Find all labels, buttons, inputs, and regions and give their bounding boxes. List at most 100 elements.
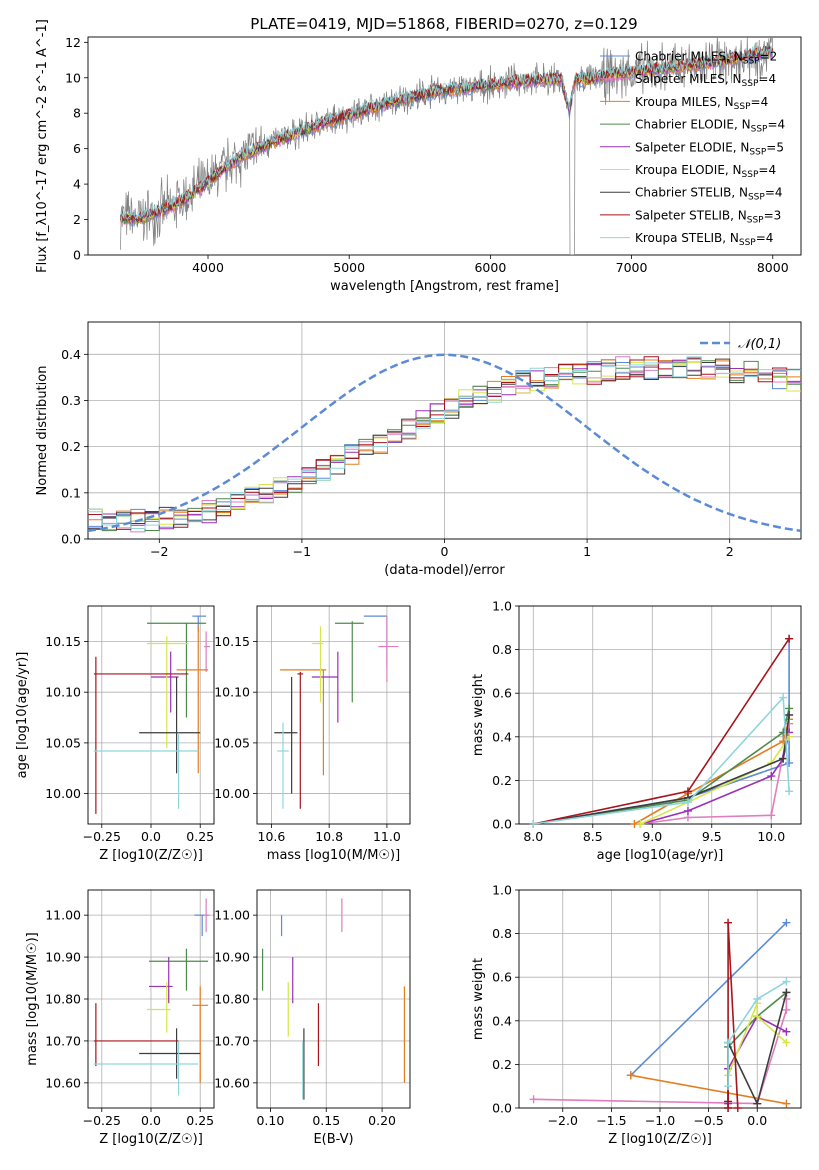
legend-entry: 𝒩(0,1) [738,337,781,352]
legend-entry: Chabrier MILES, NSSP=2 [635,50,777,67]
y-tick-label: 6 [73,141,81,156]
mass-weight-marker [785,711,794,719]
x-tick-label: 0.20 [368,1113,396,1128]
legend-count: =4 [767,118,785,132]
y-tick-label: 0.0 [492,817,512,832]
y-tick-label: 0.0 [492,1101,512,1116]
y-tick-label: 0 [73,248,81,263]
mass-weight-marker [724,1104,733,1112]
x-tick-label: 10.8 [315,829,343,844]
x-tick-label: −2.0 [548,1113,578,1128]
y-axis-label: mass weight [471,674,486,756]
y-tick-label: 10.90 [214,950,250,965]
mass-weight-marker [626,1071,635,1080]
x-tick-label: 0.15 [312,1113,340,1128]
y-axis-label: mass [log10(M/M☉)] [25,932,40,1065]
x-tick-label: 10.0 [757,829,785,844]
x-tick-label: 0 [441,544,449,559]
model-spectrum-line [120,45,773,220]
x-axis-label: age [log10(age/yr)] [597,848,724,863]
axes-frame [87,889,215,1109]
legend-subscript: SSP [748,193,765,203]
figure-title: PLATE=0419, MJD=51868, FIBERID=0270, z=0… [250,15,637,33]
x-axis-label: mass [log10(M/M☉)] [267,848,400,863]
mass-weight-marker [683,787,692,796]
y-axis-label: mass weight [471,958,486,1040]
x-tick-label: 8.0 [523,829,543,844]
mass-weight-marker [529,820,538,828]
y-tick-label: 8 [73,106,81,121]
mass-weight-line [640,736,790,825]
y-tick-label: 10.05 [214,735,250,750]
y-tick-label: 0.6 [492,686,512,701]
x-tick-label: −1.0 [645,1113,675,1128]
mass-weight-line [640,723,790,825]
y-tick-label: 10.10 [214,685,250,700]
age-vs-mass-panel: 10.6 10.8 11.0 10.00 10.05 10.10 10.15 mass [lo… [214,605,411,863]
y-tick-label: 10.90 [45,950,81,965]
x-tick-label: 0.0 [141,829,161,844]
x-tick-label: 8.5 [583,829,603,844]
mass-weight-line [533,708,790,825]
legend-entry: Chabrier STELIB, NSSP=4 [635,186,783,203]
legend-count: =4 [765,186,783,200]
legend-subscript: SSP [747,215,764,225]
mass-weight-marker [724,918,733,927]
mass-weight-marker [779,693,788,702]
mass-weight-marker [785,787,794,796]
x-axis-label: Z [log10(Z/Z☉)] [99,848,203,863]
x-tick-label: 0.10 [256,1113,284,1128]
y-tick-label: 0.2 [61,439,81,454]
y-axis-label: Normed distribution [35,366,50,496]
massweight-vs-age-panel: 8.0 8.5 9.0 9.5 10.0 0.0 0.2 0.4 0.6 0.8 1.0 age [l… [471,599,802,863]
legend-entry: Kroupa STELIB, NSSP=4 [635,231,773,248]
x-tick-label: −0.5 [693,1113,723,1128]
mass-weight-marker [785,634,794,643]
legend-entry: Kroupa ELODIE, NSSP=4 [635,163,776,180]
y-tick-label: 10.00 [214,786,250,801]
mass-weight-line [727,922,739,1109]
x-tick-label: 5000 [333,260,365,275]
mass-weight-marker [767,811,776,820]
mass-weight-marker [782,1099,791,1108]
mass-weight-line [533,714,790,825]
legend-entry: Salpeter MILES, NSSP=4 [635,72,776,89]
legend-count: =5 [766,140,784,154]
y-tick-label: 0.0 [61,532,81,547]
mass-vs-z-panel: −0.25 0.0 0.25 10.60 10.70 10.80 10.90 11.00 Z [… [25,889,215,1147]
x-tick-label: 9.5 [702,829,722,844]
legend-entry: Salpeter ELODIE, NSSP=5 [635,140,784,157]
y-tick-label: 0.2 [492,1057,512,1072]
normal-curve [88,353,801,533]
legend-subscript: SSP [743,57,760,67]
legend-entry: Kroupa MILES, NSSP=4 [635,95,768,112]
spectrum-panel: 4000 5000 6000 7000 8000 0 2 4 6 8 10 12 wavelength … [35,19,802,294]
y-tick-label: 10.80 [45,992,81,1007]
x-tick-label: −0.25 [83,1113,121,1128]
x-tick-label: 0.25 [186,829,214,844]
legend-subscript: SSP [742,79,759,89]
y-tick-label: 10.15 [214,634,250,649]
x-axis-label: wavelength [Angstrom, rest frame] [330,279,559,294]
mass-weight-marker [724,1038,733,1047]
y-axis-label: age [log10(age/yr)] [15,652,30,779]
x-tick-label: 0.25 [186,1113,214,1128]
axes-frame [87,36,802,256]
axes-frame [518,605,802,825]
x-tick-label: −1 [293,544,311,559]
mass-weight-marker [636,820,645,828]
y-tick-label: 0.4 [492,729,512,744]
y-tick-label: 10.05 [45,735,81,750]
y-tick-label: 10.15 [45,634,81,649]
x-tick-label: 4000 [192,260,224,275]
legend-subscript: SSP [749,147,766,157]
y-tick-label: 0.1 [61,485,81,500]
x-tick-label: 0.0 [747,1113,767,1128]
y-tick-label: 0.2 [492,773,512,788]
mass-weight-marker [782,1027,791,1036]
legend-subscript: SSP [742,170,759,180]
mass-weight-marker [683,798,692,807]
y-tick-label: 0.3 [61,393,81,408]
x-tick-label: 11.0 [373,829,401,844]
